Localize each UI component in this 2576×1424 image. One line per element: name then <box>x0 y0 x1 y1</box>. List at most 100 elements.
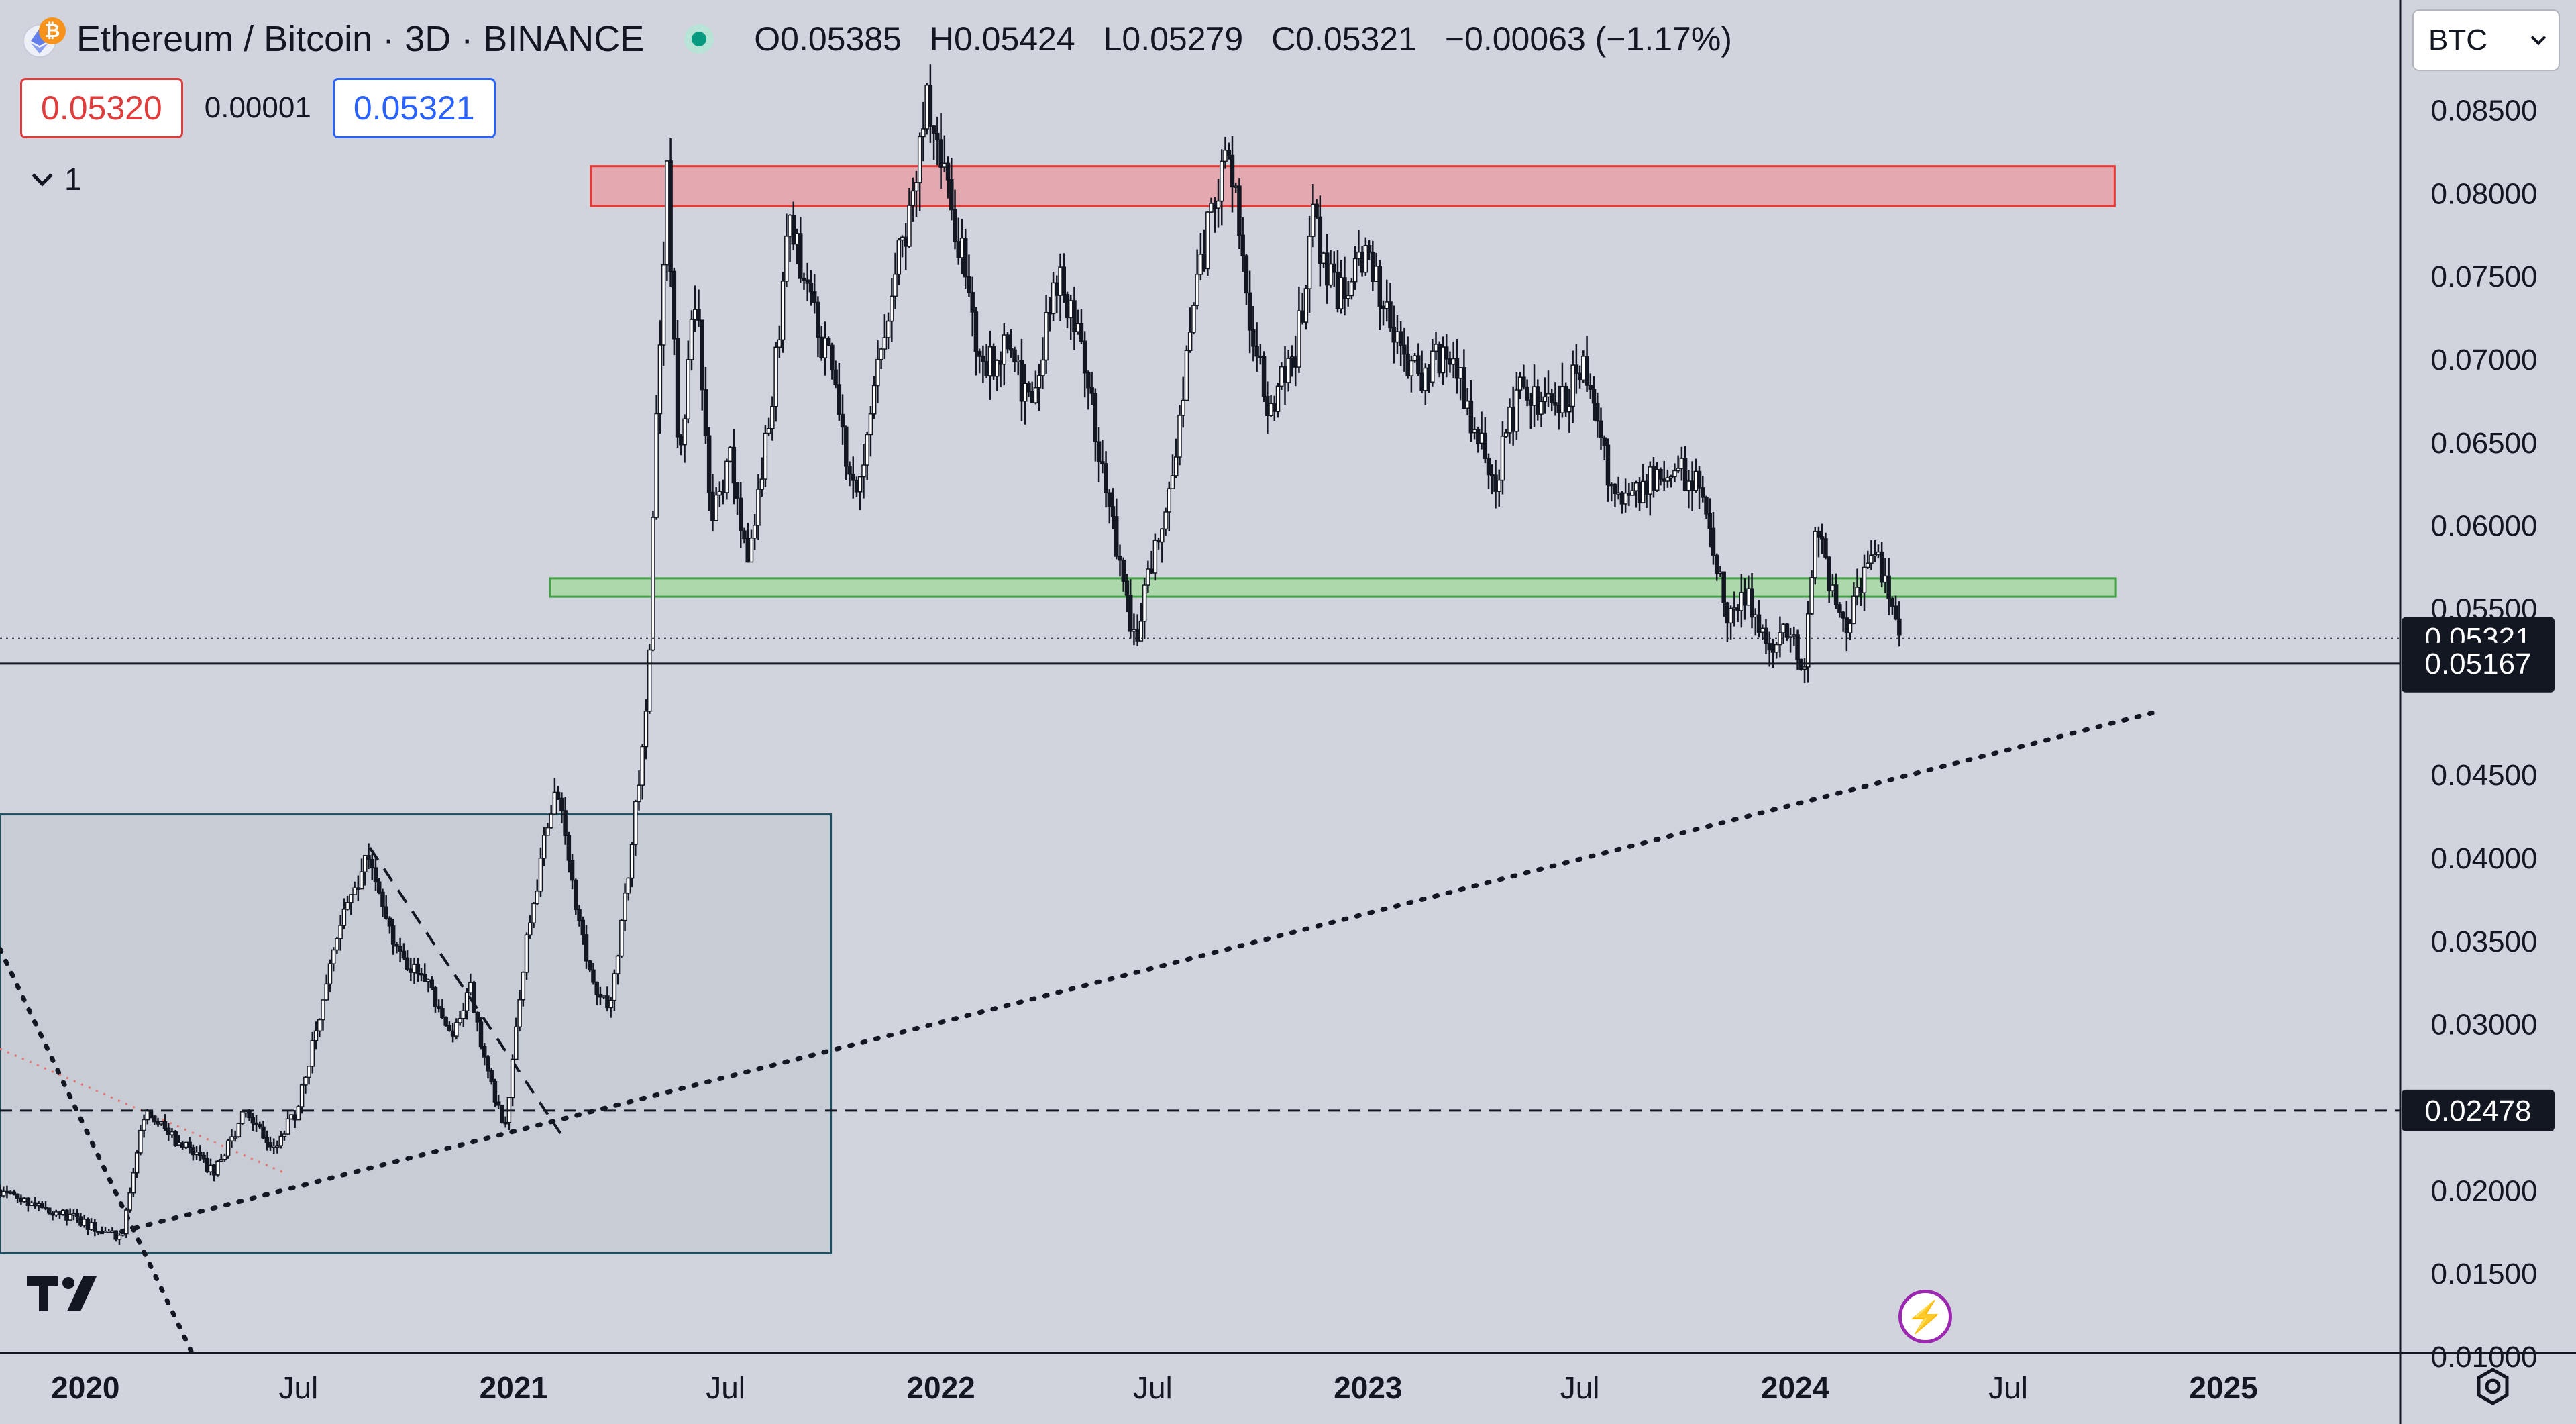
candle <box>580 916 586 945</box>
candle <box>390 918 396 955</box>
candle-body <box>1725 602 1730 624</box>
candle-body <box>1623 492 1628 505</box>
candle-body <box>335 938 339 951</box>
candle <box>1833 573 1839 609</box>
candle-body <box>871 385 877 415</box>
candle-body <box>1307 236 1312 289</box>
currency-select[interactable]: BTC <box>2412 9 2560 71</box>
tradingview-logo[interactable] <box>27 1272 110 1319</box>
symbol-title[interactable]: Ethereum / Bitcoin · 3D · BINANCE <box>76 19 645 59</box>
candle <box>201 1152 206 1163</box>
candle <box>802 272 806 290</box>
candle-body <box>1585 356 1589 386</box>
candle <box>1332 251 1336 287</box>
candle-body <box>1609 483 1614 487</box>
candle-body <box>1114 516 1119 557</box>
candle <box>1704 495 1709 519</box>
candle-body <box>654 413 659 518</box>
candle-body <box>1398 331 1403 346</box>
candle <box>1328 249 1333 288</box>
candle <box>1371 240 1375 291</box>
candle-body <box>675 338 680 438</box>
candle-body <box>162 1121 168 1129</box>
candle-body <box>1385 301 1389 309</box>
candle <box>1767 631 1772 667</box>
lightning-bolt-icon[interactable]: ⚡ <box>1898 1290 1952 1343</box>
candle-body <box>1563 385 1568 413</box>
candle-body <box>244 1111 248 1114</box>
candle-body <box>1209 203 1214 213</box>
range-box <box>0 813 833 1254</box>
candle-body <box>415 964 421 974</box>
candle-body <box>1746 588 1751 606</box>
candle <box>229 1129 234 1148</box>
candle-body <box>535 891 539 905</box>
candle-body <box>1019 360 1024 402</box>
candle-body <box>1107 492 1112 507</box>
candle <box>117 1233 122 1245</box>
candle <box>963 228 968 289</box>
candle <box>363 855 368 886</box>
candle-body <box>1672 470 1677 478</box>
candle-body <box>1521 376 1526 388</box>
candle-body <box>1325 252 1330 286</box>
candle <box>896 238 902 285</box>
candle-body <box>138 1129 143 1154</box>
candle-body <box>419 972 424 976</box>
candle-body <box>447 1025 452 1032</box>
candle <box>1630 482 1635 496</box>
market-status-icon[interactable] <box>684 24 714 54</box>
candle-body <box>1879 551 1884 583</box>
candle <box>1468 380 1474 442</box>
candle-body <box>380 891 385 907</box>
candle-body <box>5 1190 9 1194</box>
candle-body <box>574 879 578 911</box>
candle-body <box>1658 469 1663 480</box>
candle <box>1444 334 1449 378</box>
candle <box>1314 199 1319 219</box>
candle <box>433 986 438 1013</box>
candle-body <box>296 1106 301 1121</box>
candle-body <box>173 1131 178 1146</box>
candle <box>1451 341 1456 378</box>
candle <box>840 394 845 445</box>
change-value: −0.00063 (−1.17%) <box>1444 20 1732 58</box>
candle <box>794 228 800 264</box>
candle-body <box>1328 263 1333 286</box>
candle <box>1205 211 1210 276</box>
candle <box>777 325 782 358</box>
candle-body <box>1412 355 1417 362</box>
buy-price-button[interactable]: 0.05321 <box>332 78 496 138</box>
candle <box>1886 558 1891 615</box>
candle <box>1567 388 1572 433</box>
indicators-toggle[interactable]: 1 <box>32 161 82 197</box>
gear-icon[interactable] <box>2469 1362 2517 1411</box>
candle-body <box>844 426 849 467</box>
candle-body <box>1454 358 1460 379</box>
candle-body <box>1483 432 1488 459</box>
candle <box>1784 623 1790 641</box>
x-tick-label: 2024 <box>1761 1370 1830 1405</box>
candle-body <box>1142 584 1147 622</box>
candle-body <box>1156 540 1161 543</box>
candle <box>1135 614 1140 646</box>
level-badge-0.02478-text: 0.02478 <box>2424 1095 2531 1127</box>
candle <box>1847 619 1853 640</box>
candle-body <box>1093 393 1098 442</box>
candle-body <box>763 432 768 480</box>
candle-body <box>60 1209 66 1215</box>
candle-body <box>184 1141 189 1148</box>
candle-body <box>1553 402 1558 406</box>
candle-body <box>1058 266 1063 296</box>
sell-price-button[interactable]: 0.05320 <box>20 78 183 138</box>
candle-body <box>1806 613 1811 668</box>
candle <box>1019 338 1024 421</box>
candle <box>574 878 578 915</box>
candle <box>861 443 866 499</box>
candle-body <box>893 273 898 297</box>
candle <box>1897 601 1902 647</box>
candle <box>1448 351 1452 373</box>
candle <box>1303 285 1309 330</box>
candle-body <box>626 877 631 894</box>
